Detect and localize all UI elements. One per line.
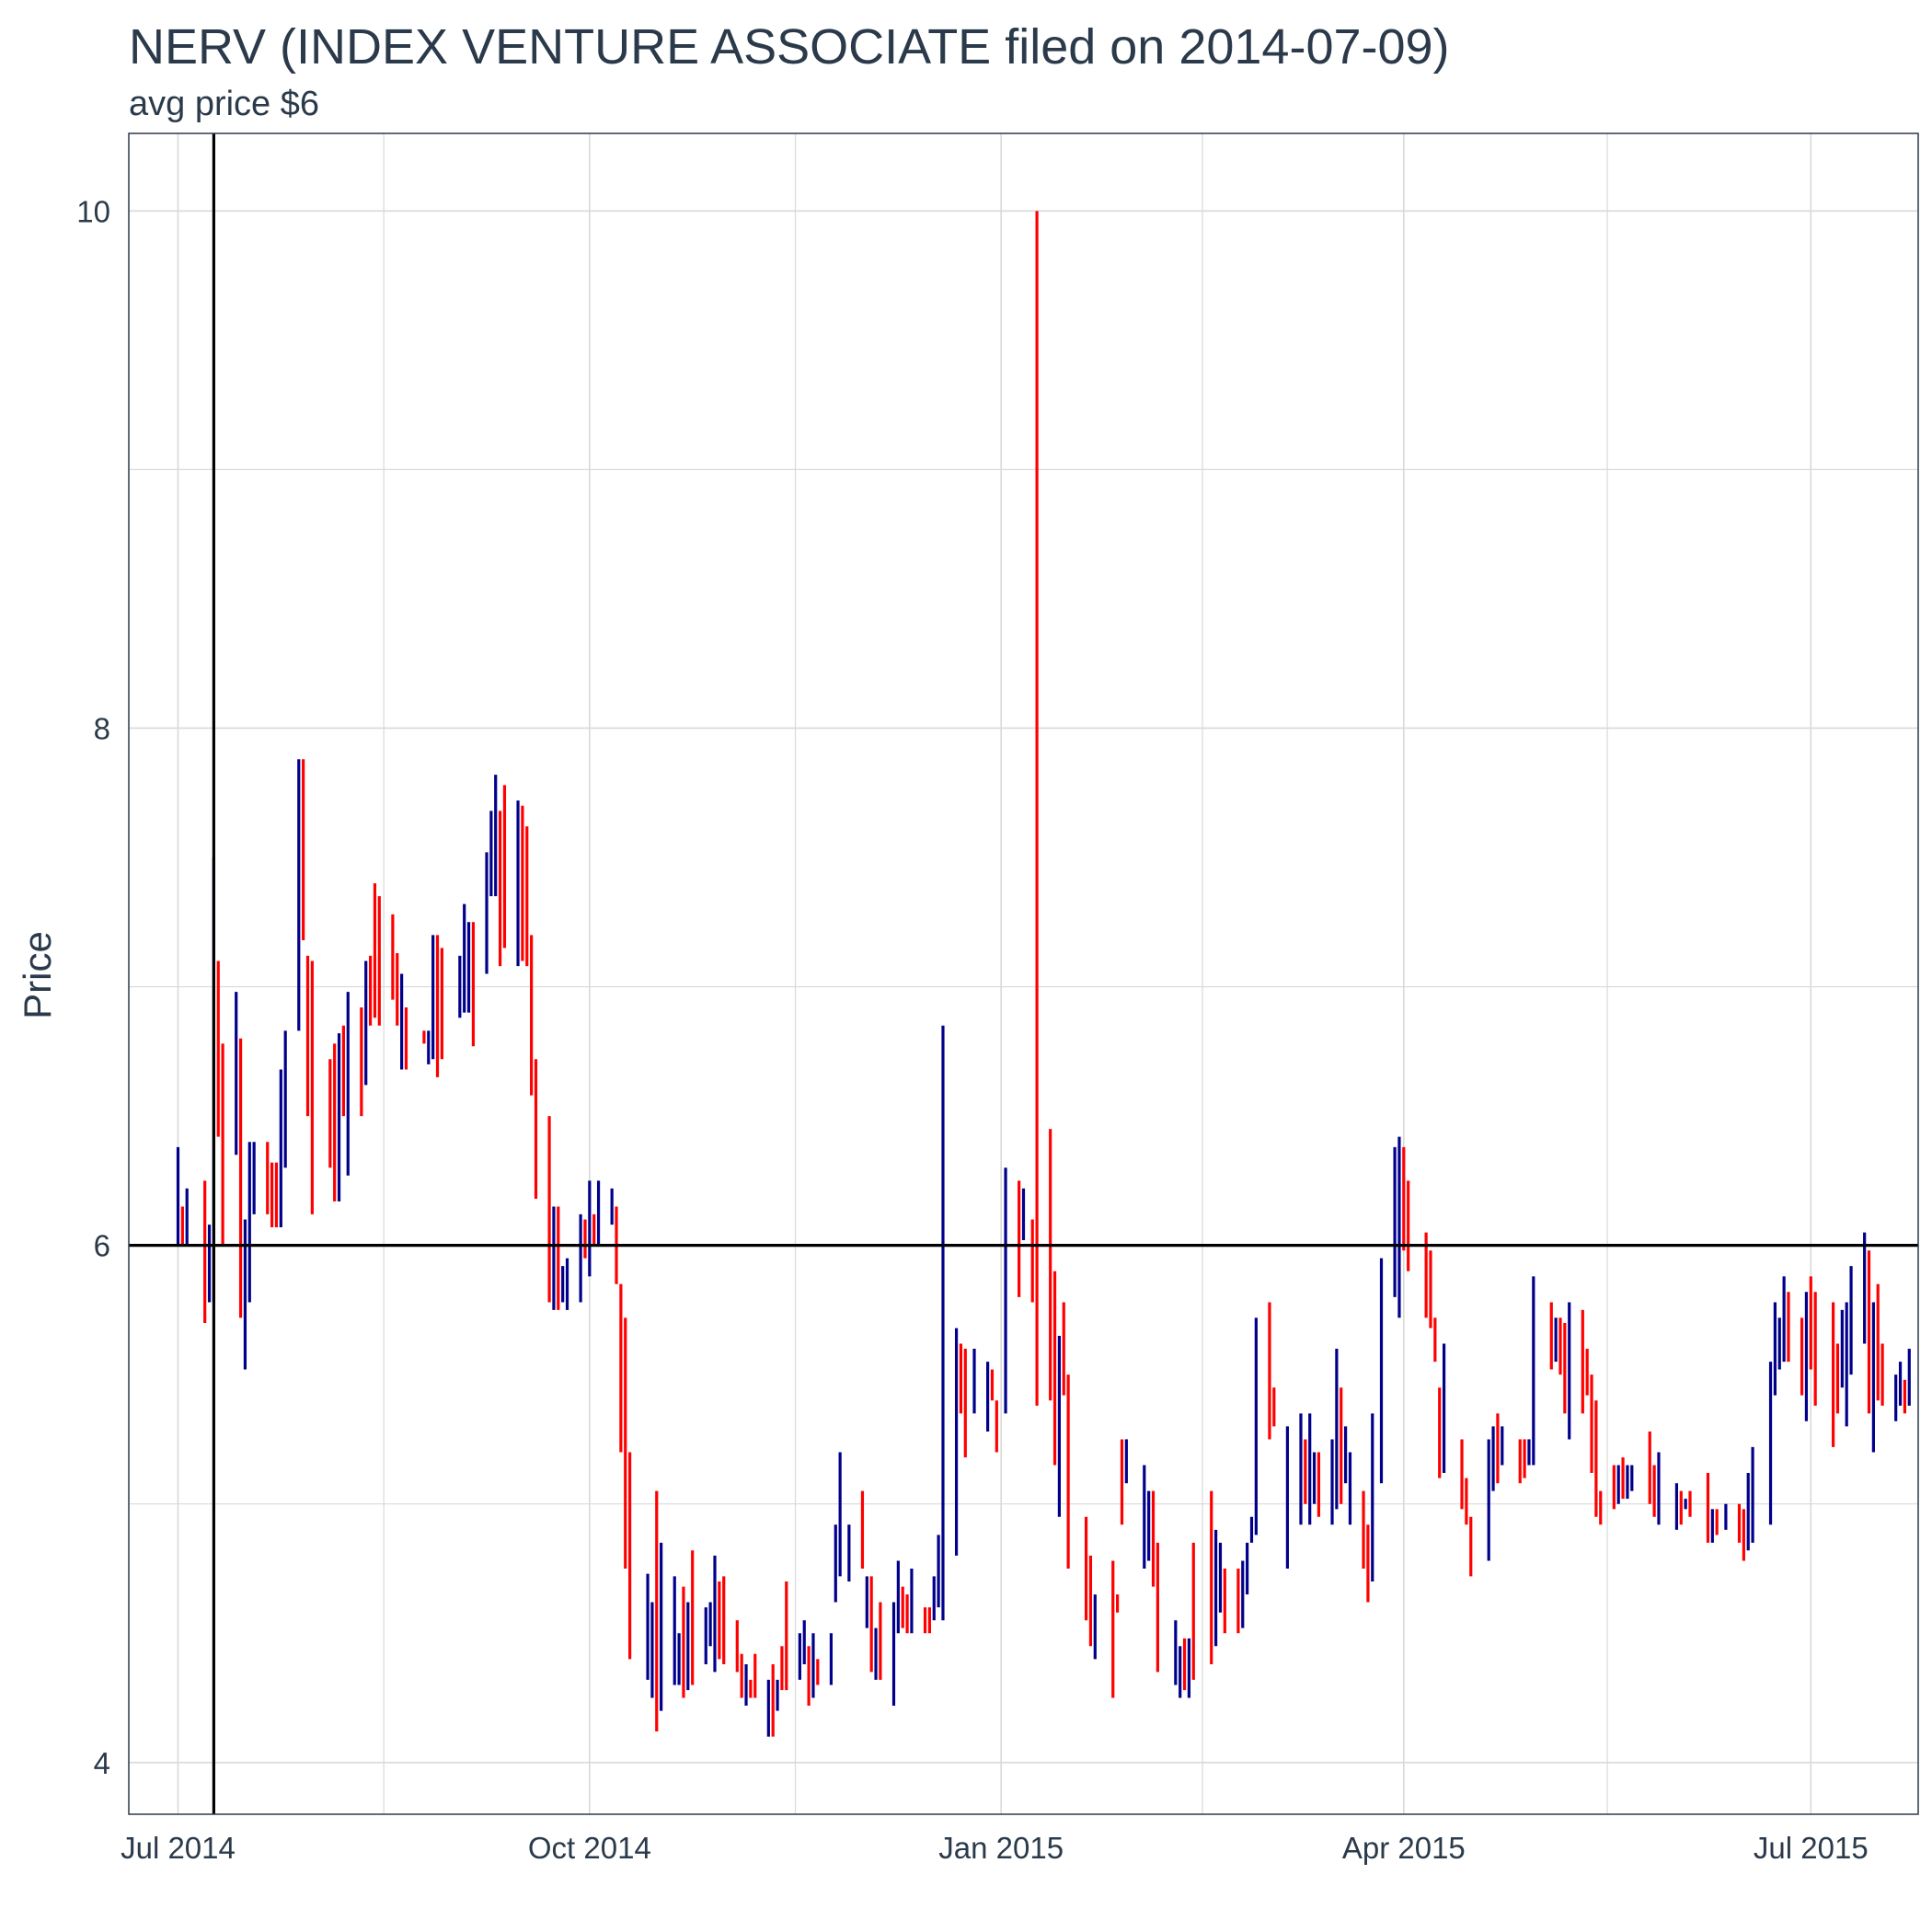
- chart-subtitle: avg price $6: [129, 85, 320, 123]
- reference-lines: [129, 133, 1918, 1814]
- y-axis-label: Price: [16, 931, 59, 1019]
- x-tick-label: Jul 2014: [121, 1831, 236, 1865]
- x-tick-label: Jul 2015: [1754, 1831, 1869, 1865]
- price-bars: [176, 211, 1911, 1737]
- y-tick-label: 4: [94, 1746, 110, 1780]
- x-tick-label: Apr 2015: [1342, 1831, 1466, 1865]
- chart-title: NERV (INDEX VENTURE ASSOCIATE filed on 2…: [129, 19, 1450, 75]
- plot-border: [128, 132, 1919, 1815]
- x-tick-label: Oct 2014: [528, 1831, 651, 1865]
- x-axis: Jul 2014 Oct 2014 Jan 2015 Apr 2015 Jul 2015: [121, 1831, 1869, 1865]
- y-tick-label: 6: [94, 1229, 110, 1263]
- y-tick-label: 10: [76, 194, 110, 228]
- x-tick-label: Jan 2015: [938, 1831, 1064, 1865]
- y-axis: 4 6 8 10: [76, 194, 110, 1779]
- y-tick-label: 8: [94, 711, 110, 745]
